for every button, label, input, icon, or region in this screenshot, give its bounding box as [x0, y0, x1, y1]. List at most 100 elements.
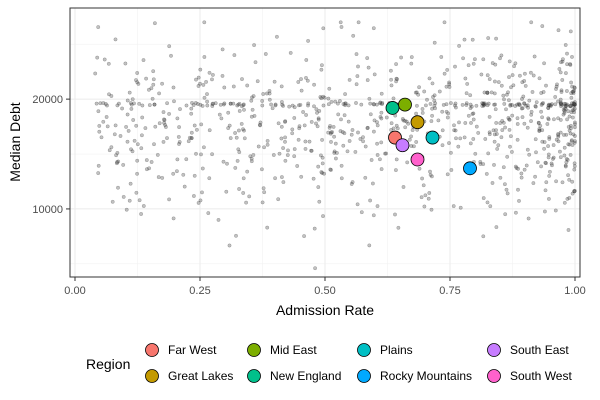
background-point	[520, 115, 525, 120]
background-point	[97, 124, 102, 128]
background-point	[425, 97, 429, 102]
background-point	[231, 84, 236, 89]
background-point	[210, 77, 214, 82]
background-point	[326, 102, 331, 107]
background-point	[466, 113, 471, 118]
background-point	[368, 198, 372, 203]
background-point	[200, 190, 204, 195]
background-point	[492, 79, 497, 84]
background-point	[213, 101, 218, 106]
background-point	[478, 159, 483, 164]
legend-label: South West	[510, 369, 572, 383]
background-point	[149, 160, 154, 164]
background-point	[567, 114, 572, 119]
background-point	[339, 25, 344, 29]
background-point	[258, 123, 262, 128]
background-point	[273, 103, 278, 108]
background-point	[562, 109, 567, 114]
background-point	[319, 96, 324, 101]
background-point	[571, 132, 576, 137]
background-point	[292, 154, 297, 159]
background-point	[210, 104, 215, 108]
background-point	[522, 101, 526, 106]
background-point	[314, 121, 318, 126]
background-point	[548, 104, 553, 109]
background-point	[234, 233, 238, 238]
background-point	[281, 146, 285, 151]
background-point	[97, 129, 102, 134]
background-point	[414, 103, 419, 108]
legend-label: Far West	[168, 343, 217, 357]
background-point	[379, 91, 384, 96]
background-point	[494, 132, 499, 136]
background-point	[570, 101, 574, 106]
background-point	[428, 169, 432, 174]
background-point	[125, 139, 130, 144]
background-point	[280, 102, 285, 107]
background-point	[394, 62, 398, 66]
background-point	[492, 139, 497, 144]
background-point	[144, 167, 149, 172]
background-point	[541, 90, 546, 94]
background-point	[509, 85, 513, 90]
background-point	[502, 102, 507, 106]
background-point	[556, 139, 561, 144]
background-point	[529, 112, 534, 117]
background-point	[430, 106, 434, 111]
background-point	[371, 213, 376, 218]
background-point	[349, 132, 354, 137]
background-point	[378, 101, 383, 106]
background-point	[115, 161, 119, 166]
background-point	[369, 158, 374, 162]
background-point	[274, 34, 279, 39]
background-point	[486, 101, 491, 106]
region-point	[425, 130, 440, 145]
background-point	[492, 91, 497, 96]
background-point	[564, 157, 569, 161]
background-point	[423, 193, 428, 198]
background-point	[347, 78, 352, 82]
background-point	[187, 135, 192, 140]
background-point	[309, 120, 314, 124]
legend-key	[357, 369, 371, 383]
background-point	[563, 104, 568, 108]
background-point	[409, 55, 414, 59]
background-point	[200, 104, 205, 108]
background-point	[157, 91, 162, 96]
background-point	[547, 103, 552, 108]
background-point	[101, 119, 106, 124]
background-point	[518, 73, 522, 78]
background-point	[292, 116, 297, 120]
background-point	[224, 189, 229, 194]
background-point	[356, 20, 361, 25]
background-point	[132, 101, 136, 106]
background-point	[95, 55, 100, 60]
background-point	[527, 152, 532, 157]
background-point	[494, 36, 498, 41]
background-point	[144, 158, 149, 163]
background-point	[171, 216, 176, 221]
background-point	[147, 103, 152, 108]
background-point	[441, 103, 446, 107]
background-point	[252, 43, 257, 47]
background-point	[557, 67, 562, 71]
background-point	[539, 109, 543, 114]
background-point	[242, 107, 246, 112]
background-point	[485, 91, 490, 95]
background-point	[165, 101, 170, 106]
background-point	[448, 150, 453, 155]
background-point	[316, 185, 321, 190]
background-point	[501, 93, 506, 98]
region-point	[395, 138, 410, 153]
background-point	[370, 181, 375, 186]
legend-items: Far West Great Lakes Mid East New England Pl…	[145, 343, 572, 383]
background-point	[189, 136, 194, 141]
background-point	[249, 98, 254, 103]
background-point	[189, 111, 194, 116]
background-point	[566, 173, 570, 178]
background-point	[322, 95, 327, 100]
background-point	[452, 103, 457, 108]
background-point	[460, 103, 465, 107]
background-point	[422, 89, 427, 94]
legend-item: Rocky Mountains	[357, 369, 472, 383]
